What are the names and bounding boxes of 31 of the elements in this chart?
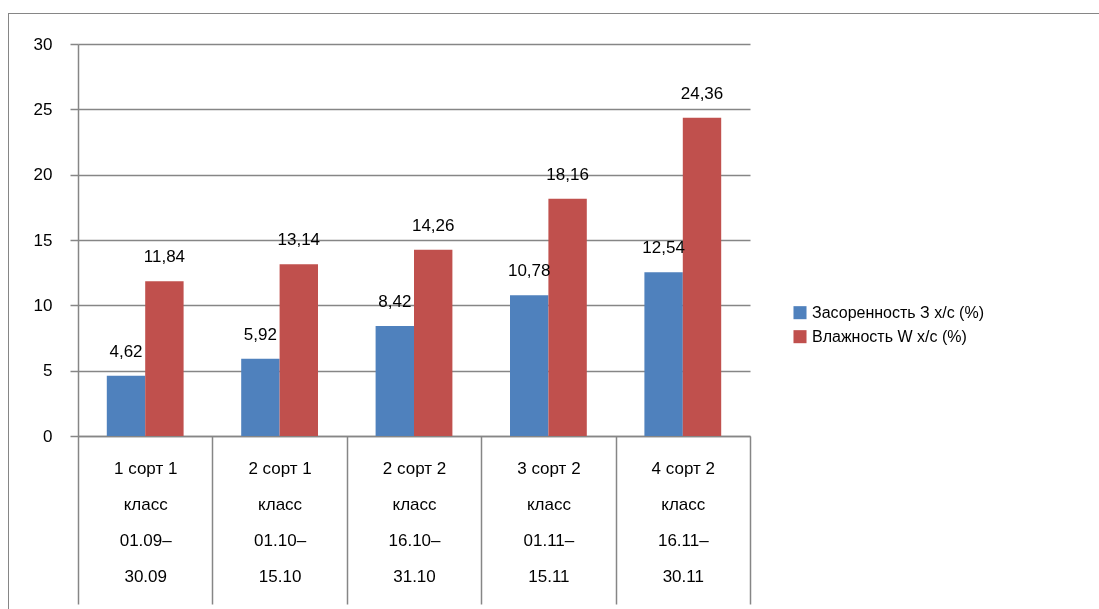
x-tick-label: 1 сорт 1 класс 01.09–30.09 [114, 458, 178, 586]
data-label: 11,84 [143, 247, 186, 267]
y-tick-label: 30 [33, 34, 53, 54]
bar [241, 358, 280, 436]
data-label: 18,16 [546, 164, 589, 184]
x-tick-label: 2 сорт 1 класс 01.10–15.10 [248, 458, 312, 586]
y-tick-label: 25 [33, 99, 53, 119]
bar [106, 375, 146, 436]
data-label: 13,14 [277, 230, 321, 250]
legend-label: Засоренность З х/с (%) [812, 303, 984, 321]
y-tick-label: 0 [43, 426, 53, 446]
bar [145, 281, 184, 436]
legend-label: Влажность W х/с (%) [812, 327, 967, 345]
bar [548, 198, 587, 436]
x-tick-label: 3 сорт 2 класс 01.11–15.11 [517, 458, 581, 586]
data-label: 14,26 [411, 215, 455, 235]
y-tick-label: 10 [33, 295, 53, 315]
data-label: 5,92 [243, 324, 277, 344]
bar [644, 272, 683, 436]
data-label: 24,36 [680, 83, 724, 103]
bar [375, 325, 414, 436]
y-tick-label: 15 [33, 230, 53, 250]
x-tick-label: 4 сорт 2 класс 16.11–30.11 [651, 458, 715, 586]
y-tick-label: 20 [33, 165, 53, 185]
data-label: 4,62 [109, 341, 143, 361]
bar [510, 295, 549, 436]
y-tick-label: 5 [43, 361, 53, 381]
data-label: 8,42 [378, 291, 412, 311]
bar [279, 264, 318, 436]
x-tick-label: 2 сорт 2 класс 16.10–31.10 [382, 458, 447, 586]
bar [414, 249, 453, 436]
